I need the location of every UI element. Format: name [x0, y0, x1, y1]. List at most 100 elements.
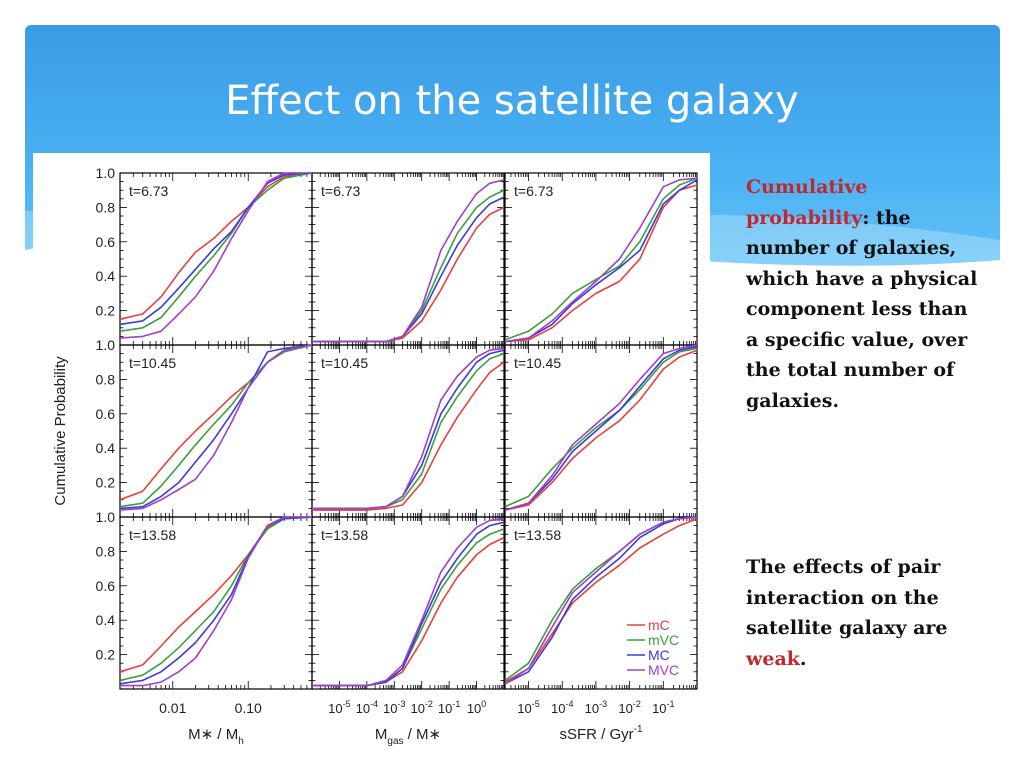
series-line-MVC: [504, 344, 698, 511]
figure-panel: t=6.73 t=6.73 t=6.73 t=10.45 t=10.45 t=10.45 t…: [33, 153, 710, 768]
y-tick-label: 0.6: [96, 234, 116, 250]
y-tick-label: 0.4: [96, 612, 116, 628]
y-tick-label: 1.0: [96, 165, 116, 181]
panel-series-r0-c0: [119, 172, 313, 339]
definition-term: Cumulative probability: [746, 176, 868, 229]
series-line-MVC: [312, 179, 505, 343]
series-line-mVC: [119, 172, 313, 332]
x-tick-label: 10-5: [328, 699, 350, 716]
x-axis-label: Mgas / M∗: [375, 726, 441, 747]
series-line-mVC: [504, 347, 698, 508]
series-line-MVC: [119, 344, 313, 511]
x-tick-label: 0.01: [159, 700, 186, 716]
x-tick-label: 10-1: [652, 699, 674, 716]
effects-text: The effects of pair interaction on the s…: [746, 552, 986, 674]
effects-suffix: .: [799, 647, 807, 670]
panel-series-r1-c0: [119, 344, 313, 511]
x-tick-label: 10-3: [383, 699, 405, 716]
y-tick-label: 0.8: [96, 371, 116, 387]
panel-time-label: t=13.58: [129, 527, 176, 543]
panel-series-r2-c1: [312, 517, 505, 687]
effects-highlight: weak: [746, 647, 800, 670]
panel-r2-c2: t=13.58: [504, 516, 698, 690]
x-axis-label: sSFR / Gyr-1: [559, 724, 643, 743]
series-line-MVC: [504, 516, 698, 685]
panel-series-r2-c2: [504, 516, 698, 685]
x-tick-label: 10-2: [410, 699, 432, 716]
panel-series-r2-c0: [119, 516, 313, 687]
x-tick-label: 10-1: [438, 699, 460, 716]
effects-prefix: The effects of pair interaction on the s…: [746, 556, 948, 639]
series-line-MC: [312, 196, 505, 343]
panel-time-label: t=6.73: [321, 183, 361, 199]
series-line-MVC: [504, 177, 698, 343]
x-tick-label: 10-4: [356, 699, 378, 716]
slide-title: Effect on the satellite galaxy: [225, 78, 799, 124]
y-tick-label: 0.2: [96, 475, 116, 491]
x-tick-label: 100: [467, 699, 486, 716]
panel-r0-c0: t=6.73: [119, 172, 313, 346]
panel-r1-c0: t=10.45: [119, 344, 313, 518]
cumulative-probability-chart: t=6.73 t=6.73 t=6.73 t=10.45 t=10.45 t=10.45 t…: [52, 165, 698, 747]
legend-label-MVC: MVC: [648, 662, 679, 678]
panel-r0-c1: t=6.73: [311, 172, 505, 346]
series-line-MC: [312, 521, 505, 687]
series-line-mC: [504, 349, 698, 511]
series-line-mVC: [312, 189, 505, 343]
panel-r2-c1: t=13.58: [311, 516, 505, 690]
series-line-mC: [504, 517, 698, 683]
panel-time-label: t=10.45: [129, 355, 176, 371]
legend-label-MC: MC: [648, 647, 670, 663]
y-tick-label: 0.8: [96, 199, 116, 215]
panel-series-r1-c2: [504, 344, 698, 511]
series-line-mVC: [119, 516, 313, 682]
definition-text: Cumulative probability: the number of ga…: [746, 172, 986, 416]
series-line-MVC: [312, 517, 505, 687]
series-line-mC: [312, 206, 505, 343]
y-tick-label: 0.2: [96, 647, 116, 663]
panel-series-r0-c2: [504, 177, 698, 343]
panel-r2-c0: t=13.58: [119, 516, 313, 690]
y-tick-label: 0.6: [96, 578, 116, 594]
y-tick-label: 1.0: [96, 509, 116, 525]
panel-time-label: t=6.73: [514, 183, 554, 199]
definition-body: the number of galaxies, which have a phy…: [746, 206, 978, 412]
x-tick-label: 10-3: [585, 699, 607, 716]
panel-time-label: t=10.45: [321, 355, 368, 371]
series-line-mVC: [504, 177, 698, 341]
y-axis-label: Cumulative Probability: [52, 356, 69, 506]
x-tick-label: 10-5: [517, 699, 539, 716]
series-line-MC: [504, 179, 698, 343]
series-line-mC: [504, 184, 698, 343]
panel-series-r0-c1: [312, 179, 505, 343]
series-line-mC: [119, 172, 313, 320]
series-line-mC: [312, 361, 505, 511]
x-tick-label: 10-2: [618, 699, 640, 716]
series-line-MVC: [120, 516, 312, 687]
series-line-MC: [119, 344, 313, 510]
legend-label-mVC: mVC: [648, 632, 679, 648]
series-line-MVC: [312, 347, 505, 510]
series-line-mC: [312, 536, 505, 687]
legend-label-mC: mC: [648, 617, 670, 633]
y-tick-label: 0.6: [96, 406, 116, 422]
y-tick-label: 0.2: [96, 303, 116, 319]
series-line-MC: [504, 516, 698, 685]
series-line-MVC: [119, 172, 312, 339]
x-tick-label: 0.10: [235, 700, 262, 716]
definition-separator: :: [862, 206, 870, 229]
panel-series-r1-c1: [312, 347, 505, 511]
panel-time-label: t=10.45: [514, 355, 561, 371]
y-tick-label: 0.4: [96, 268, 116, 284]
y-tick-label: 0.8: [96, 543, 116, 559]
panel-time-label: t=6.73: [129, 183, 169, 199]
panel-time-label: t=13.58: [514, 527, 561, 543]
x-axis-label: M∗ / Mh: [188, 726, 244, 747]
series-line-mC: [119, 516, 313, 673]
series-line-MC: [119, 172, 313, 326]
y-tick-label: 1.0: [96, 337, 116, 353]
y-tick-label: 0.4: [96, 440, 116, 456]
x-tick-label: 10-4: [551, 699, 573, 716]
panel-time-label: t=13.58: [321, 527, 368, 543]
